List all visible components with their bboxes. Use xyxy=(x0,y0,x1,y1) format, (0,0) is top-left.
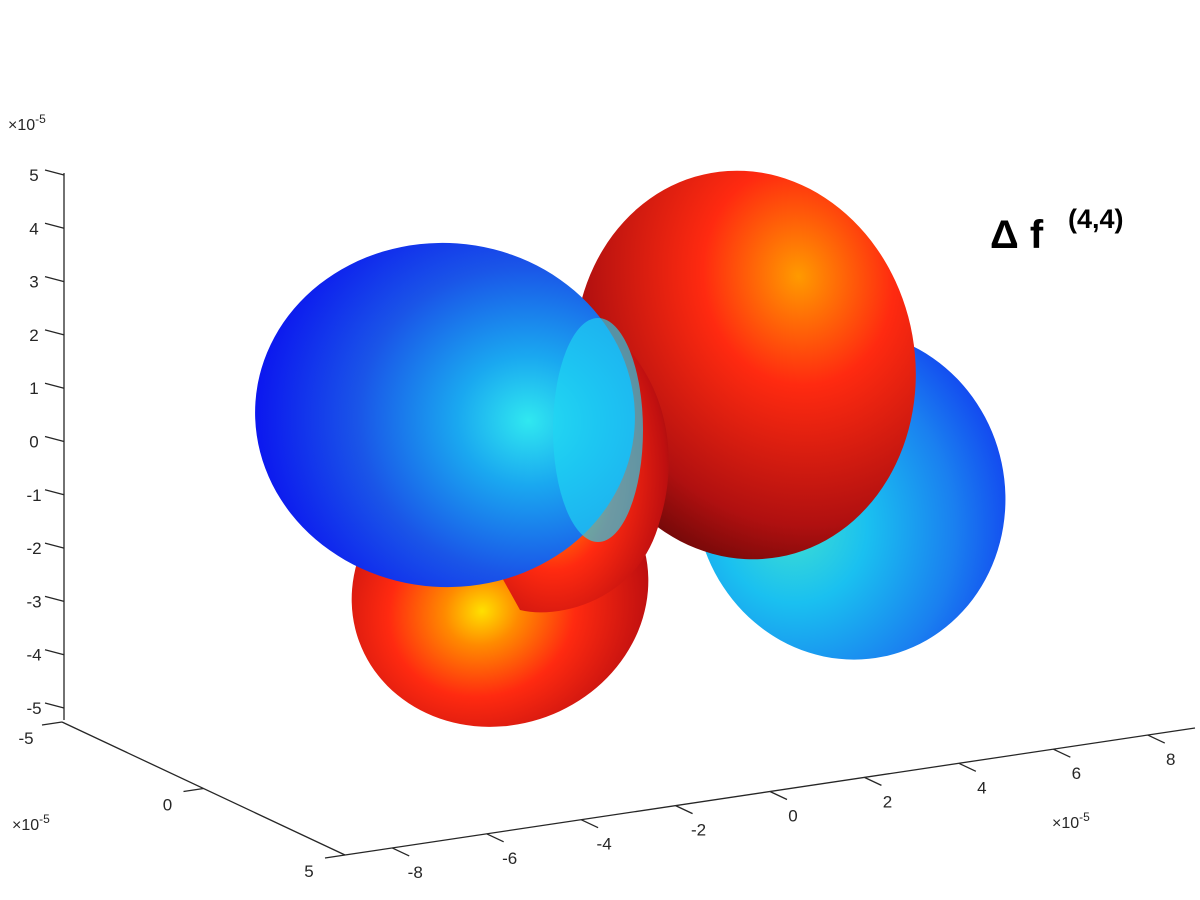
x-tick xyxy=(864,776,882,786)
x-tick xyxy=(958,762,977,772)
z-tick-label: -1 xyxy=(26,486,41,505)
x-tick xyxy=(1147,734,1166,744)
negative-lobe-tip xyxy=(553,318,643,542)
negative-lobe-front xyxy=(255,242,635,588)
x-tick-label: -8 xyxy=(408,863,423,882)
z-tick xyxy=(44,702,65,709)
x-tick-label: -6 xyxy=(502,849,517,868)
z-tick xyxy=(44,222,65,229)
z-tick xyxy=(44,382,65,389)
z-tick xyxy=(44,595,65,603)
z-tick-label: -5 xyxy=(26,699,41,718)
x-tick-label: 6 xyxy=(1072,764,1081,783)
x-tick-label: 8 xyxy=(1166,750,1175,769)
title-main: Δ f xyxy=(990,213,1044,257)
y-tick xyxy=(324,854,346,859)
y-tick-label: 0 xyxy=(163,796,172,815)
x-tick xyxy=(486,833,504,843)
z-tick-label: 1 xyxy=(29,379,38,398)
y-tick xyxy=(183,787,204,793)
z-tick-label: -2 xyxy=(26,539,41,558)
z-tick-label: 0 xyxy=(29,433,38,452)
x-tick-label: -4 xyxy=(597,835,612,854)
z-tick-label: 2 xyxy=(29,326,38,345)
x-tick xyxy=(769,790,788,801)
z-tick-label: 4 xyxy=(29,219,38,238)
x-tick-label: 4 xyxy=(977,778,986,797)
chart-title: Δ f (4,4) xyxy=(990,204,1124,257)
y-tick xyxy=(41,721,63,726)
y-tick-label: 5 xyxy=(304,862,313,881)
x-exponent-label: ×10-5 xyxy=(1052,810,1090,832)
x-tick xyxy=(675,805,693,815)
z-tick xyxy=(44,275,65,283)
x-tick-label: 2 xyxy=(883,792,892,811)
x-tick xyxy=(580,819,599,829)
x-tick-label: 0 xyxy=(788,807,797,826)
x-tick xyxy=(1053,748,1071,758)
z-tick-label: -3 xyxy=(26,592,41,611)
x-tick-label: -2 xyxy=(691,821,706,840)
z-tick xyxy=(44,435,65,443)
z-tick xyxy=(44,329,65,336)
z-exponent-label: ×10-5 xyxy=(8,112,46,134)
axes: -5 -4 -3 -2 -1 0 1 2 3 4 5 ×10-5 -5 0 5 ×10-5 -8 -6 -4 -2 0 2… xyxy=(8,112,1196,882)
z-tick xyxy=(44,169,65,176)
title-superscript: (4,4) xyxy=(1068,204,1124,234)
z-tick xyxy=(44,649,65,656)
z-tick-label: -4 xyxy=(26,646,41,665)
z-tick xyxy=(44,489,65,496)
z-tick xyxy=(44,542,65,549)
y-tick-label: -5 xyxy=(18,729,33,748)
surface-lobes xyxy=(255,170,1006,727)
y-exponent-label: ×10-5 xyxy=(12,812,50,834)
z-tick-label: 5 xyxy=(29,166,38,185)
x-tick xyxy=(391,847,410,857)
z-tick-label: 3 xyxy=(29,273,38,292)
